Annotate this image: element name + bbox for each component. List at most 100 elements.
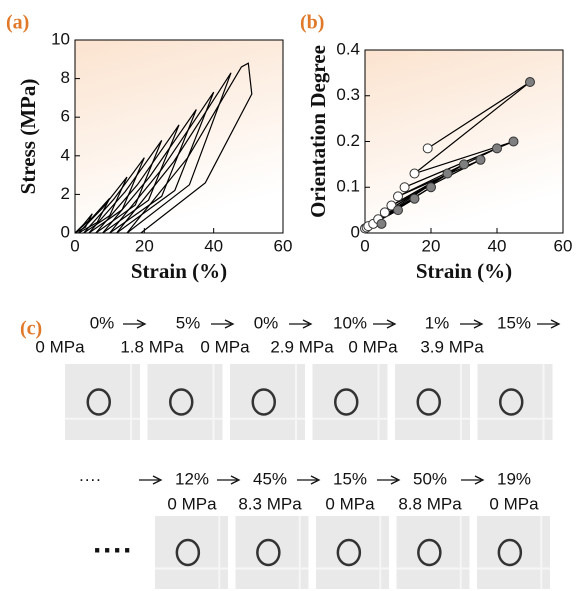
arrow-head: [550, 319, 561, 329]
x-tick-label: 20: [135, 236, 154, 255]
y-tick-label: 0: [351, 222, 360, 241]
y-tick-label: 0.3: [336, 85, 360, 104]
connector: [414, 81, 531, 174]
diffraction-image: [312, 364, 388, 440]
x-tick-label: 40: [204, 236, 223, 255]
arrow-head: [474, 475, 485, 485]
arrow-head: [136, 319, 147, 329]
open-marker: [393, 191, 403, 202]
filled-marker: [525, 77, 535, 88]
strain-label: 5%: [176, 313, 201, 332]
stress-curve: [102, 109, 197, 234]
stress-label: 0 MPa: [167, 494, 217, 513]
strain-label: 10%: [333, 313, 367, 332]
filled-marker: [409, 193, 420, 204]
strain-label: 19%: [497, 469, 531, 488]
filled-marker: [442, 168, 453, 179]
diffraction-ring: [416, 388, 441, 416]
x-tick-label: 0: [70, 236, 79, 255]
diffraction-ring: [417, 538, 442, 567]
diffraction-image: [395, 364, 470, 440]
open-marker: [422, 143, 433, 154]
x-tick-label: 60: [274, 236, 293, 255]
x-tick-label: 60: [554, 236, 573, 255]
diffraction-image: [477, 364, 553, 440]
x-tick-label: 20: [422, 236, 441, 255]
panel-label: (b): [300, 12, 324, 34]
filled-marker: [459, 159, 469, 170]
connector: [427, 81, 531, 149]
strain-label: 15%: [333, 469, 367, 488]
stress-curve: [116, 72, 232, 234]
stress-label: 0 MPa: [489, 494, 539, 513]
stress-label: 2.9 MPa: [270, 337, 334, 356]
strain-label: 15%: [497, 313, 531, 332]
arrow-head: [302, 319, 313, 329]
y-tick-label: 0: [61, 222, 70, 241]
filled-marker: [508, 136, 519, 147]
x-tick-label: 40: [488, 236, 507, 255]
arrow-head: [224, 319, 235, 329]
strain-label: 50%: [413, 469, 447, 488]
arrow-head: [473, 319, 484, 329]
stress-label: 0 MPa: [200, 337, 250, 356]
diffraction-image: [65, 364, 140, 440]
x-axis-label: Strain (%): [131, 259, 227, 283]
y-tick-label: 2: [61, 184, 70, 203]
arrow-head: [310, 475, 321, 485]
strain-label: 45%: [253, 469, 287, 488]
stress-curve: [78, 176, 128, 234]
filled-marker: [376, 218, 387, 229]
diffraction-ring: [251, 388, 276, 416]
diffraction-image: [235, 516, 309, 589]
stress-curve: [95, 124, 180, 234]
arrow-head: [230, 475, 241, 485]
strain-label: 12%: [175, 469, 209, 488]
stress-curve: [109, 91, 215, 234]
diffraction-ring: [497, 538, 523, 567]
filled-marker: [475, 154, 486, 165]
stress-label: 1.8 MPa: [120, 337, 184, 356]
diffraction-ring: [336, 538, 362, 567]
diffraction-ring: [499, 388, 524, 416]
arrow-head: [152, 475, 163, 485]
stress-label: 0 MPa: [35, 337, 85, 356]
ellipsis: ····: [93, 534, 133, 567]
stress-curve: [126, 62, 253, 234]
filled-marker: [426, 182, 436, 193]
diffraction-ring: [169, 388, 194, 416]
diffraction-ring: [256, 538, 281, 567]
filled-marker: [393, 205, 403, 216]
open-marker: [399, 182, 410, 193]
stress-label: 8.3 MPa: [238, 494, 302, 513]
diffraction-image: [230, 364, 305, 440]
strain-label: 1%: [425, 313, 450, 332]
y-tick-label: 8: [61, 68, 70, 87]
stress-label: 0 MPa: [325, 494, 375, 513]
diffraction-ring: [334, 388, 359, 416]
stress-curve: [83, 157, 145, 234]
stress-label: 8.8 MPa: [398, 494, 462, 513]
strain-label: 0%: [254, 313, 279, 332]
x-tick-label: 0: [360, 236, 369, 255]
y-tick-label: 0.4: [336, 39, 360, 58]
diffraction-image: [316, 516, 389, 589]
y-axis-label: Orientation Degree: [306, 45, 330, 218]
y-tick-label: 6: [61, 107, 70, 126]
strain-label: 0%: [90, 313, 115, 332]
diffraction-ring: [175, 538, 201, 567]
panel-label: (c): [20, 318, 42, 340]
stress-label: 3.9 MPa: [420, 337, 484, 356]
y-tick-label: 0.2: [336, 131, 360, 150]
diffraction-image: [396, 516, 470, 589]
arrow-head: [386, 319, 397, 329]
arrow-head: [390, 475, 401, 485]
diffraction-image: [477, 516, 550, 589]
y-tick-label: 0.1: [336, 177, 360, 196]
y-tick-label: 4: [61, 145, 70, 164]
stress-curve: [88, 140, 163, 234]
open-marker: [379, 207, 390, 218]
panel-label: (a): [6, 12, 29, 34]
